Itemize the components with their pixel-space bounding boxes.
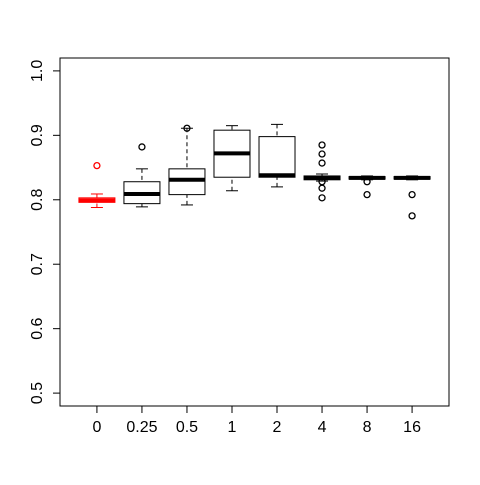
- box: [258, 136, 296, 178]
- x-tick-label: 0.25: [126, 419, 157, 436]
- outlier: [318, 159, 326, 167]
- outlier: [408, 212, 416, 220]
- outlier: [138, 143, 146, 151]
- y-tick-label: 0.9: [29, 124, 46, 146]
- outlier: [93, 161, 101, 170]
- outlier: [408, 190, 416, 199]
- x-tick-label: 4: [318, 419, 327, 436]
- outlier: [318, 194, 326, 202]
- outlier: [363, 190, 371, 199]
- y-tick-label: 1.0: [29, 60, 46, 82]
- x-tick-label: 1: [228, 419, 237, 436]
- x-tick-label: 8: [363, 419, 372, 436]
- x-tick-label: 0.5: [176, 419, 198, 436]
- outlier: [318, 184, 326, 192]
- y-tick-label: 0.7: [29, 253, 46, 275]
- y-tick-label: 0.5: [29, 382, 46, 404]
- y-tick-label: 0.6: [29, 317, 46, 339]
- y-tick-label: 0.8: [29, 189, 46, 211]
- outlier: [318, 150, 326, 158]
- outlier: [183, 124, 191, 132]
- outlier: [363, 178, 371, 186]
- outlier: [318, 141, 326, 149]
- plot-frame: [59, 57, 450, 407]
- x-tick-label: 2: [273, 419, 282, 436]
- x-tick-label: 0: [92, 419, 101, 436]
- x-tick-label: 16: [403, 419, 421, 436]
